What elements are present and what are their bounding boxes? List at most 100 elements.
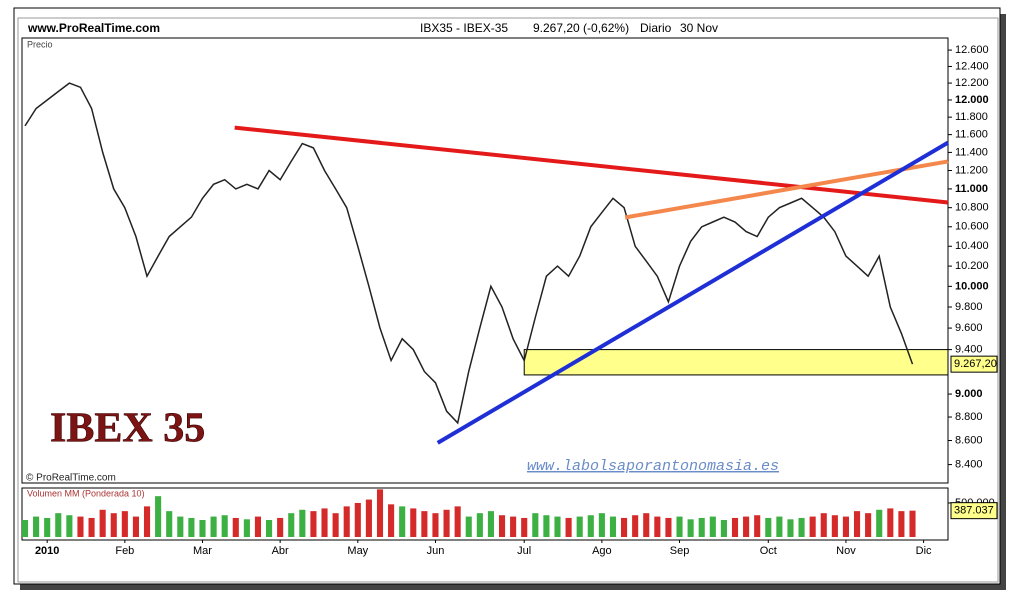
volume-bar bbox=[765, 517, 772, 537]
x-tick-label: Oct bbox=[760, 545, 777, 557]
instrument: IBX35 - IBEX-35 bbox=[420, 21, 508, 35]
volume-bar bbox=[221, 515, 228, 537]
volume-label: Volumen MM (Ponderada 10) bbox=[27, 488, 145, 498]
volume-bar bbox=[332, 513, 339, 537]
y-tick-label: 12.400 bbox=[955, 60, 989, 72]
x-tick-label: Sep bbox=[670, 545, 690, 557]
volume-bar bbox=[243, 519, 250, 537]
volume-bar bbox=[399, 506, 406, 537]
x-tick-label: Nov bbox=[836, 545, 856, 557]
y-tick-label: 10.400 bbox=[955, 240, 989, 252]
trendline bbox=[234, 125, 949, 205]
volume-bar bbox=[166, 511, 173, 537]
volume-bar bbox=[443, 509, 450, 537]
credit: © ProRealTime.com bbox=[26, 473, 116, 484]
quote: 9.267,20 (-0,62%) bbox=[533, 21, 629, 35]
y-tick-label: 9.800 bbox=[955, 301, 983, 313]
x-tick-label: Mar bbox=[193, 545, 212, 557]
volume-bar bbox=[743, 516, 750, 537]
volume-bar bbox=[887, 508, 894, 537]
volume-bar bbox=[21, 519, 29, 537]
volume-bar bbox=[266, 519, 273, 537]
volume-bar bbox=[621, 517, 628, 537]
volume-bar bbox=[609, 516, 617, 537]
volume-bar bbox=[865, 513, 872, 537]
date: 30 Nov bbox=[680, 21, 718, 35]
volume-bar bbox=[44, 517, 51, 537]
volume-bar bbox=[510, 516, 517, 537]
volume-bar bbox=[110, 513, 117, 537]
big-title: IBEX 35 bbox=[50, 406, 205, 452]
support-zone bbox=[523, 349, 949, 376]
y-tick-label: 10.800 bbox=[955, 202, 989, 214]
x-tick-label: Feb bbox=[115, 545, 134, 557]
volume-bar bbox=[565, 517, 572, 537]
volume-bar bbox=[321, 508, 328, 537]
volume-bar bbox=[476, 513, 483, 537]
volume-bar bbox=[55, 513, 62, 537]
volume-bar bbox=[687, 519, 694, 537]
y-tick-label: 8.400 bbox=[955, 458, 983, 470]
last-volume-label: 387.037 bbox=[954, 505, 994, 517]
x-tick-label: May bbox=[347, 545, 368, 557]
volume-bar bbox=[576, 516, 583, 537]
y-tick-label: 12.200 bbox=[955, 77, 989, 89]
volume-bar bbox=[587, 515, 594, 537]
volume-bar bbox=[388, 504, 395, 537]
volume-bar bbox=[809, 516, 816, 537]
volume-bar bbox=[454, 506, 461, 537]
volume-bar bbox=[410, 508, 417, 537]
volume-bar bbox=[177, 516, 184, 537]
volume-bar bbox=[898, 511, 905, 537]
y-tick-label: 9.400 bbox=[955, 344, 983, 356]
volume-bar bbox=[876, 509, 883, 537]
volume-bar bbox=[288, 513, 295, 537]
y-tick-label: 9.000 bbox=[955, 388, 983, 400]
volume-bar bbox=[376, 489, 384, 537]
y-tick-label: 10.200 bbox=[955, 260, 989, 272]
trendline bbox=[624, 159, 949, 220]
y-tick-label: 8.800 bbox=[955, 411, 983, 423]
volume-bar bbox=[831, 515, 838, 537]
last-price-box bbox=[950, 355, 998, 373]
volume-bar bbox=[731, 517, 739, 537]
x-tick-label: Ago bbox=[592, 545, 612, 557]
volume-bar bbox=[654, 516, 661, 537]
volume-bar bbox=[554, 516, 561, 537]
x-tick-label: Jul bbox=[517, 545, 531, 557]
volume-bar bbox=[299, 509, 306, 537]
y-tick-label: 12.600 bbox=[955, 44, 989, 56]
volume-bar bbox=[498, 515, 506, 537]
volume-bar bbox=[432, 513, 439, 537]
volume-bar bbox=[820, 513, 827, 537]
last-price-label: 9.267,20 bbox=[954, 358, 997, 370]
volume-bar bbox=[698, 517, 705, 537]
y-tick-label: 11.600 bbox=[955, 129, 988, 141]
volume-bar bbox=[532, 513, 539, 537]
volume-bar bbox=[776, 516, 783, 537]
volume-bar bbox=[842, 516, 849, 537]
volume-bar bbox=[543, 515, 550, 537]
volume-bar bbox=[66, 515, 73, 537]
volume-bar bbox=[365, 499, 372, 537]
x-tick-label: Jun bbox=[427, 545, 445, 557]
volume-bar bbox=[132, 516, 139, 537]
volume-bar bbox=[232, 517, 239, 537]
volume-bar bbox=[199, 519, 206, 537]
volume-bar bbox=[632, 515, 639, 537]
y-tick-label: 8.600 bbox=[955, 434, 983, 446]
volume-bar bbox=[787, 519, 794, 537]
y-tick-label: 10.000 bbox=[955, 280, 989, 292]
volume-bar bbox=[421, 511, 428, 537]
volume-bar bbox=[121, 511, 128, 537]
volume-bar bbox=[88, 517, 95, 537]
x-tick-label: Dic bbox=[916, 545, 932, 557]
trendline bbox=[436, 140, 950, 445]
volume-bar bbox=[754, 515, 761, 537]
volume-bar bbox=[709, 516, 716, 537]
volume-bar bbox=[354, 502, 361, 537]
volume-bar bbox=[210, 516, 217, 537]
volume-bar bbox=[665, 517, 672, 537]
